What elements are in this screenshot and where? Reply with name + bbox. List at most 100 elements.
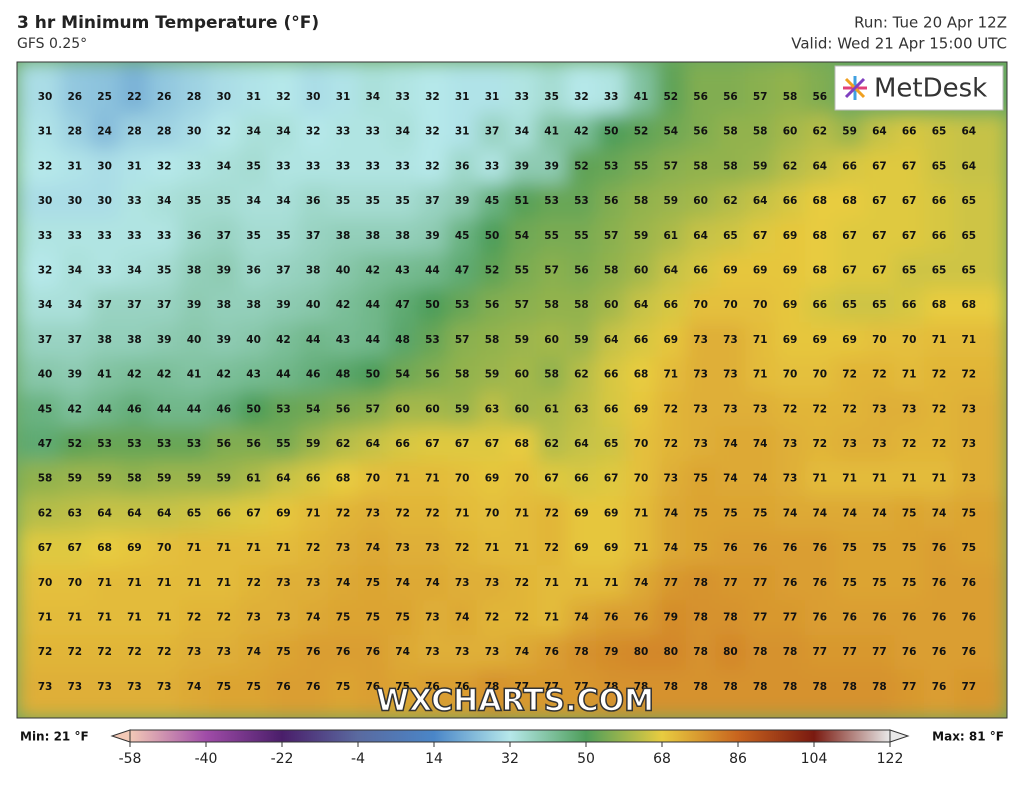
field-cell [536,183,567,219]
field-cell [417,322,448,358]
temperature-label: 72 [246,577,261,589]
field-cell [477,287,508,324]
temperature-label: 37 [425,195,440,207]
field-cell [387,218,418,254]
temperature-label: 74 [336,577,351,589]
temperature-label: 31 [246,91,261,103]
field-cell [536,114,567,150]
temperature-label: 24 [97,126,112,138]
field-cell [447,426,478,462]
temperature-label: 65 [902,265,917,277]
temperature-label: 33 [67,230,82,242]
temperature-label: 76 [753,542,768,554]
temperature-label: 51 [514,195,529,207]
temperature-label: 72 [783,403,798,415]
temperature-label: 31 [336,91,351,103]
field-cell [506,322,538,358]
field-cell [715,218,746,254]
field-cell [596,496,627,532]
field-cell [59,565,91,601]
temperature-label: 74 [574,612,589,624]
field-cell [447,357,478,393]
field-cell [417,461,448,497]
field-cell [804,183,836,219]
field-cell [685,461,716,497]
temperature-label: 76 [902,646,917,658]
field-cell [864,287,895,324]
field-cell [149,322,180,358]
field-cell [536,600,567,636]
field-cell [328,461,359,497]
temperature-label: 71 [395,473,410,485]
field-cell [208,565,240,601]
field-cell [238,496,269,532]
field-cell [894,357,925,393]
temperature-label: 71 [932,334,947,346]
field-cell [179,461,210,497]
field-cell [477,600,508,636]
temperature-label: 76 [812,542,827,554]
field-cell [506,253,538,289]
field-cell [834,253,865,289]
temperature-label: 65 [961,195,976,207]
temperature-label: 57 [365,403,380,415]
field-cell [417,218,448,254]
temperature-label: 34 [514,126,529,138]
temperature-label: 68 [97,542,112,554]
field-cell [477,634,508,671]
temperature-label: 76 [365,681,380,693]
temperature-label: 71 [902,369,917,381]
field-cell [477,114,508,150]
field-cell [924,253,955,289]
temperature-label: 69 [127,542,142,554]
field-cell [953,149,1007,185]
field-cell [149,357,180,393]
field-cell [566,391,597,428]
field-cell [506,62,538,115]
temperature-label: 71 [187,577,202,589]
temperature-label: 66 [783,195,798,207]
temperature-label: 75 [723,507,738,519]
field-cell [328,357,359,393]
temperature-label: 78 [812,681,827,693]
field-cell [17,218,61,254]
temperature-label: 67 [872,265,887,277]
field-cell [685,62,716,115]
field-cell [536,287,567,324]
temperature-label: 75 [753,507,768,519]
field-cell [477,461,508,497]
temperature-label: 78 [872,681,887,693]
temperature-label: 56 [336,403,351,415]
field-cell [685,183,716,219]
field-cell [417,634,448,671]
field-cell [834,149,865,185]
temperature-label: 63 [485,403,500,415]
temperature-label: 31 [455,91,470,103]
field-cell [506,565,538,601]
temperature-label: 48 [395,334,410,346]
temperature-label: 71 [276,542,291,554]
field-cell [894,634,925,671]
temperature-label: 72 [812,438,827,450]
field-cell [387,600,418,636]
field-cell [298,183,329,219]
temperature-label: 75 [693,507,708,519]
field-cell [536,357,567,393]
field-cell [834,357,865,393]
temperature-label: 66 [902,126,917,138]
temperature-label: 73 [663,473,678,485]
temperature-label: 42 [157,369,172,381]
temperature-label: 62 [38,507,53,519]
temperature-label: 28 [67,126,82,138]
field-cell [357,287,389,324]
temperature-label: 71 [67,612,82,624]
temperature-label: 75 [365,577,380,589]
field-cell [596,669,627,718]
temperature-label: 69 [753,265,768,277]
field-cell [17,357,61,393]
temperature-label: 55 [514,265,529,277]
temperature-label: 72 [932,438,947,450]
temperature-label: 64 [157,507,172,519]
field-cell [745,218,776,254]
temperature-label: 33 [365,126,380,138]
